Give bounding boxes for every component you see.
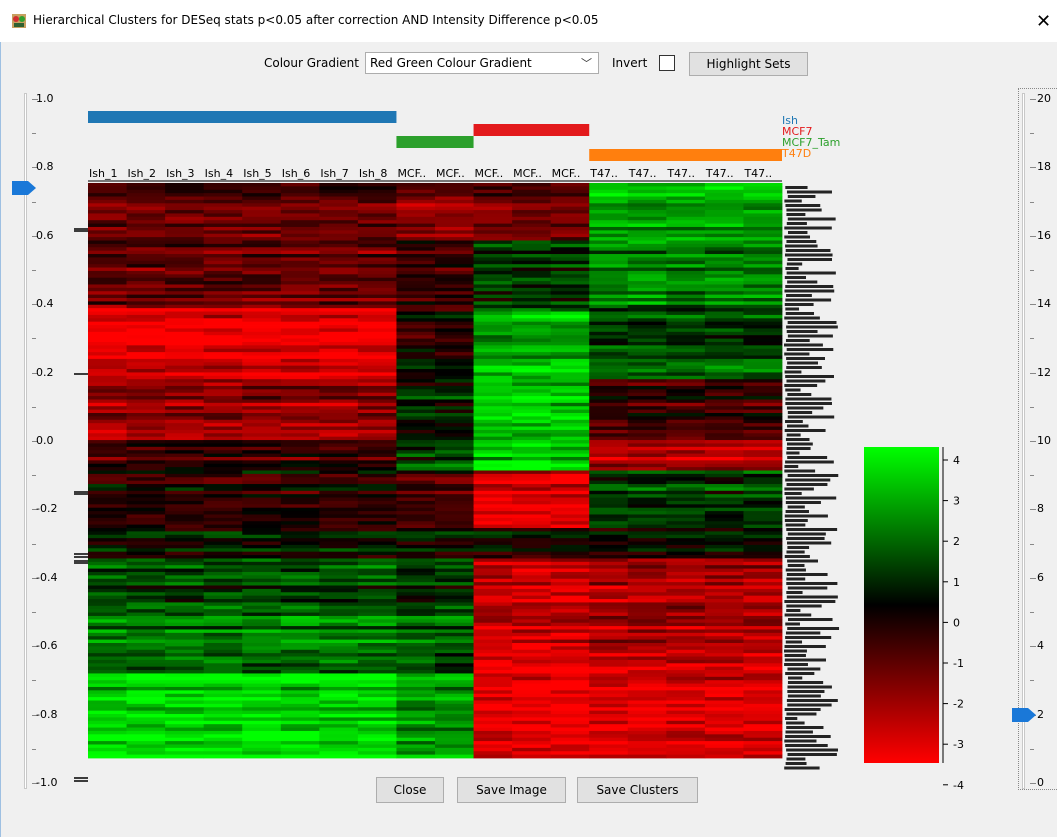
slider-tick xyxy=(32,167,38,169)
save-clusters-button[interactable]: Save Clusters xyxy=(577,777,698,803)
slider-tick-label: 16 xyxy=(1037,228,1051,242)
slider-tick-label: -0.2 xyxy=(36,502,58,516)
slider-minor-tick xyxy=(1030,475,1034,477)
highlight-sets-button[interactable]: Highlight Sets xyxy=(689,52,808,76)
slider-tick-label: 0 xyxy=(1037,776,1044,789)
slider-thumb-icon[interactable] xyxy=(12,180,36,195)
slider-minor-tick xyxy=(32,201,36,203)
slider-tick xyxy=(1030,646,1036,648)
app-icon xyxy=(12,14,26,28)
slider-tick-label: 0.0 xyxy=(36,434,54,447)
slider-tick-label: -0.6 xyxy=(36,639,58,653)
slider-tick xyxy=(32,646,38,648)
slider-minor-tick xyxy=(32,133,36,135)
slider-track[interactable] xyxy=(24,93,27,789)
slider-tick-label: -1.0 xyxy=(36,776,58,789)
slider-thumb-icon[interactable] xyxy=(1012,707,1036,722)
slider-minor-tick xyxy=(1030,201,1034,203)
colour-gradient-label: Colour Gradient xyxy=(264,56,359,70)
slider-minor-tick xyxy=(1030,270,1034,271)
slider-tick-label: 14 xyxy=(1037,297,1051,311)
slider-minor-tick xyxy=(32,406,36,408)
title-bar: Hierarchical Clusters for DESeq stats p<… xyxy=(0,0,1057,42)
slider-tick-label: 2 xyxy=(1037,707,1044,721)
slider-tick xyxy=(1030,304,1036,306)
slider-minor-tick xyxy=(1030,680,1034,682)
slider-tick xyxy=(32,714,38,716)
slider-minor-tick xyxy=(32,543,36,545)
slider-tick xyxy=(1030,509,1036,511)
slider-tick-label: 0.4 xyxy=(36,297,54,311)
slider-tick-label: 0.8 xyxy=(36,160,54,174)
slider-tick xyxy=(1030,441,1036,442)
slider-tick-label: 20 xyxy=(1037,92,1051,105)
slider-tick xyxy=(32,372,38,374)
slider-tick xyxy=(1030,167,1036,169)
slider-tick-label: 18 xyxy=(1037,160,1051,174)
slider-tick xyxy=(32,304,38,306)
slider-tick xyxy=(32,577,38,579)
slider-tick xyxy=(32,99,38,100)
slider-tick xyxy=(1030,577,1036,579)
slider-minor-tick xyxy=(32,270,36,271)
slider-tick-label: 4 xyxy=(1037,639,1044,653)
slider-minor-tick xyxy=(32,338,36,340)
slider-minor-tick xyxy=(1030,748,1034,750)
slider-tick-label: 6 xyxy=(1037,570,1044,584)
slider-tick xyxy=(32,783,38,784)
slider-tick-label: 12 xyxy=(1037,365,1051,379)
slider-minor-tick xyxy=(32,680,36,682)
invert-checkbox[interactable] xyxy=(659,55,675,71)
right-slider-panel xyxy=(1018,88,1057,790)
save-image-button[interactable]: Save Image xyxy=(457,777,566,803)
slider-minor-tick xyxy=(32,475,36,477)
slider-tick xyxy=(1030,783,1036,784)
slider-tick-label: 10 xyxy=(1037,434,1051,447)
slider-minor-tick xyxy=(1030,338,1034,340)
slider-minor-tick xyxy=(32,612,36,613)
invert-label: Invert xyxy=(612,56,648,70)
slider-minor-tick xyxy=(32,748,36,750)
slider-tick xyxy=(1030,99,1036,100)
close-button[interactable]: Close xyxy=(376,777,444,803)
slider-tick-label: 0.6 xyxy=(36,228,54,242)
slider-tick-label: 1.0 xyxy=(36,92,54,105)
window-title: Hierarchical Clusters for DESeq stats p<… xyxy=(33,13,599,27)
close-icon[interactable]: ✕ xyxy=(1035,11,1052,32)
slider-tick xyxy=(32,509,38,511)
toolbar: Colour Gradient Red Green Colour Gradien… xyxy=(0,52,1057,76)
slider-tick-label: 8 xyxy=(1037,502,1044,516)
colour-gradient-select[interactable]: Red Green Colour Gradient ﹀ xyxy=(365,52,599,74)
slider-tick-label: -0.4 xyxy=(36,570,58,584)
slider-tick-label: 0.2 xyxy=(36,365,54,379)
chevron-down-icon: ﹀ xyxy=(581,57,592,70)
slider-minor-tick xyxy=(1030,612,1034,613)
slider-track[interactable] xyxy=(1022,93,1025,789)
slider-tick xyxy=(32,441,38,442)
slider-minor-tick xyxy=(1030,133,1034,135)
slider-tick-label: -0.8 xyxy=(36,707,58,721)
dialog-content xyxy=(0,42,1057,837)
slider-minor-tick xyxy=(1030,543,1034,545)
colour-gradient-value: Red Green Colour Gradient xyxy=(370,56,532,70)
slider-tick xyxy=(1030,235,1036,237)
slider-minor-tick xyxy=(1030,406,1034,408)
slider-tick xyxy=(32,235,38,237)
slider-tick xyxy=(1030,372,1036,374)
